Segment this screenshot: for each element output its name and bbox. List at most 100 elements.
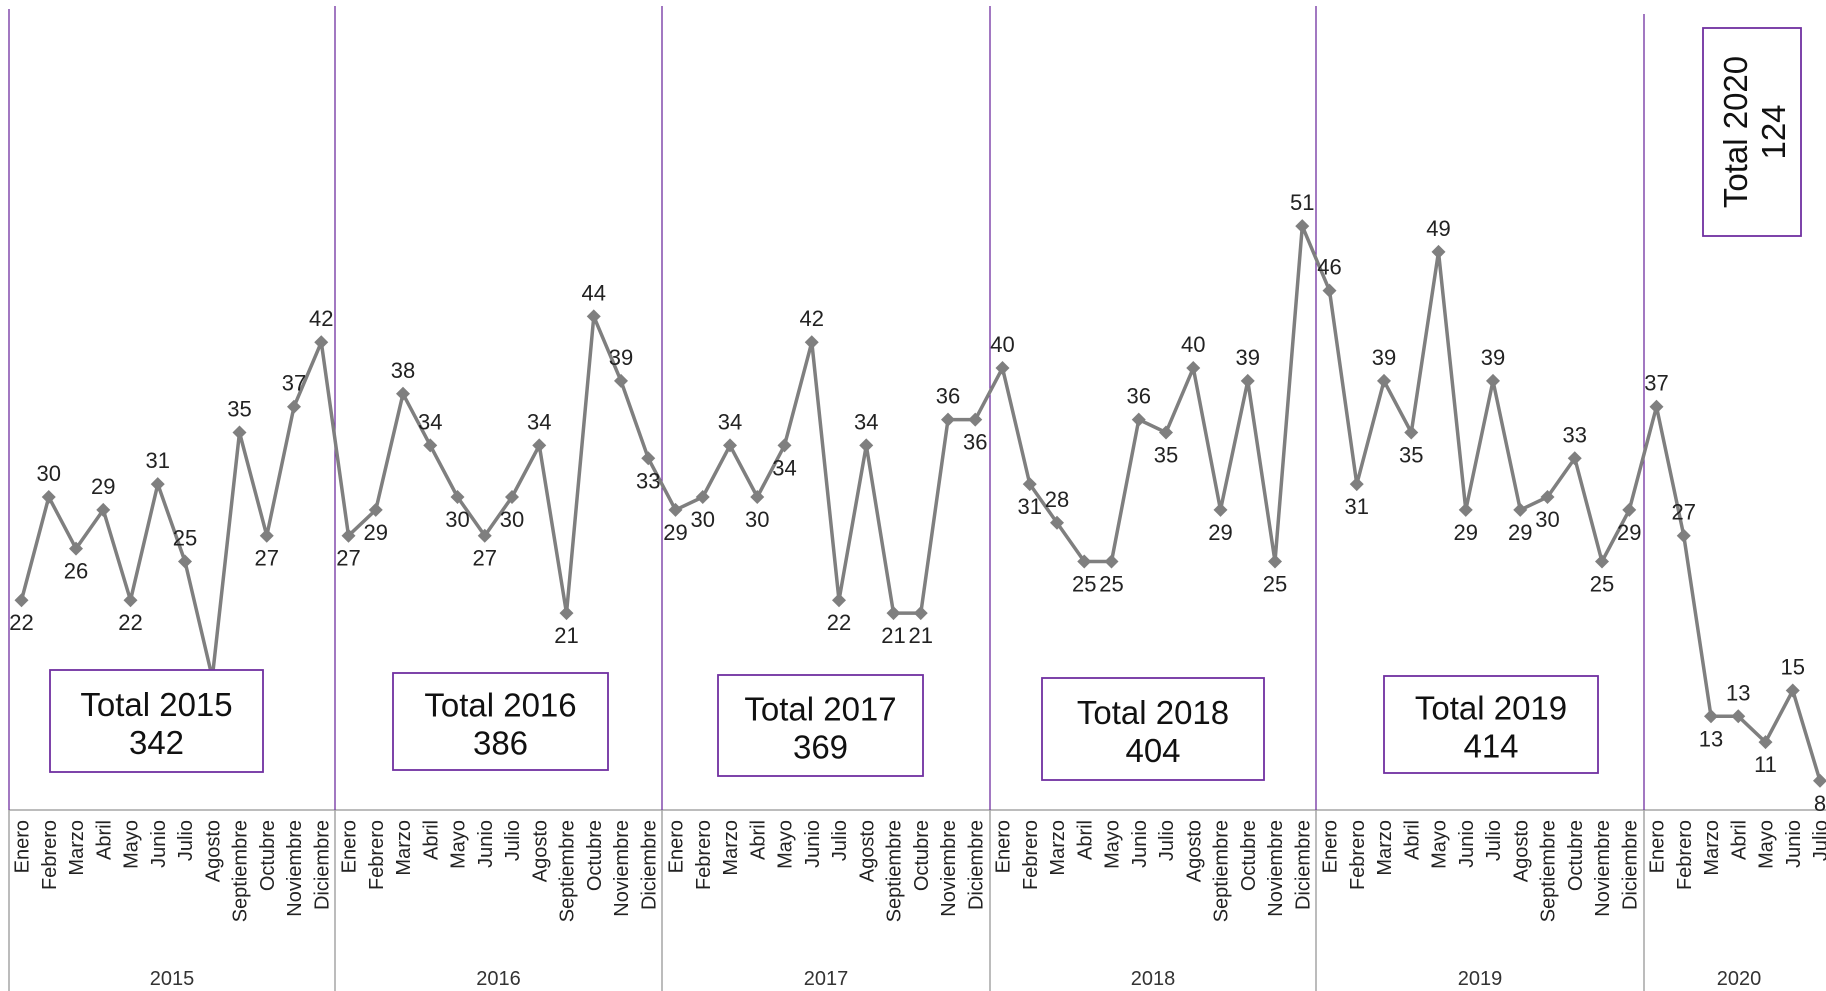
data-label: 37	[1644, 371, 1668, 396]
data-label: 25	[1263, 572, 1287, 597]
data-label: 25	[173, 526, 197, 551]
x-tick-label: Abril	[1728, 820, 1750, 860]
x-tick-label: Noviembre	[284, 820, 306, 917]
total-box: Total 2020 124	[1702, 27, 1802, 237]
data-label: 30	[37, 461, 61, 486]
data-label: 29	[1208, 520, 1232, 545]
x-tick-label: Febrero	[1020, 820, 1042, 890]
data-label: 34	[854, 409, 878, 434]
data-point	[69, 541, 83, 556]
total-box-border	[1041, 677, 1265, 781]
data-point	[1567, 451, 1582, 466]
data-label: 30	[691, 507, 715, 532]
data-label: 29	[1454, 520, 1478, 545]
total-box-title: Total 2017	[744, 691, 896, 728]
data-point	[1458, 502, 1473, 517]
data-point	[1022, 477, 1037, 492]
data-point	[1404, 425, 1419, 440]
x-tick-label: Septiembre	[230, 820, 252, 922]
data-label: 46	[1317, 255, 1341, 280]
x-tick-label: Junio	[475, 820, 497, 868]
x-tick-label: Octubre	[911, 820, 933, 891]
data-point	[1104, 554, 1119, 569]
data-point	[668, 502, 683, 517]
x-tick-label: Agosto	[1510, 820, 1532, 882]
total-box-border	[1383, 675, 1599, 774]
data-point	[614, 373, 628, 388]
data-label: 33	[636, 468, 660, 493]
data-point	[123, 593, 138, 608]
data-point	[1595, 554, 1609, 569]
x-tick-label: Marzo	[1047, 820, 1069, 876]
year-label: 2015	[150, 968, 195, 990]
x-tick-label: Abril	[1074, 820, 1096, 860]
data-point	[1540, 490, 1555, 504]
data-label: 34	[718, 409, 742, 434]
x-tick-label: Diciembre	[1619, 820, 1641, 910]
x-tick-label: Octubre	[584, 820, 606, 891]
data-label: 39	[1236, 345, 1260, 370]
data-point	[232, 425, 247, 440]
x-tick-label: Mayo	[1102, 820, 1124, 869]
data-label: 34	[418, 409, 442, 434]
data-label: 35	[227, 397, 251, 422]
x-tick-label: Octubre	[1238, 820, 1260, 891]
total-box-value: 414	[1463, 728, 1518, 765]
x-tick-label: Junio	[1783, 820, 1805, 868]
x-tick-label: Enero	[12, 820, 34, 873]
data-label: 30	[445, 507, 469, 532]
data-label: 29	[364, 520, 388, 545]
data-point	[41, 490, 56, 504]
data-label: 34	[772, 455, 796, 480]
total-box-value: 369	[793, 729, 848, 766]
data-point	[968, 412, 983, 427]
data-label: 8	[1814, 791, 1826, 816]
data-label: 22	[118, 610, 142, 635]
data-label: 34	[527, 409, 551, 434]
x-tick-label: Julio	[1156, 820, 1178, 861]
x-tick-label: Diciembre	[1292, 820, 1314, 910]
x-tick-label: Marzo	[1701, 820, 1723, 876]
data-label: 39	[1481, 345, 1505, 370]
total-box-border	[49, 669, 264, 773]
year-label: 2019	[1458, 968, 1503, 990]
data-point	[832, 593, 846, 608]
x-tick-label: Junio	[148, 820, 170, 868]
data-point	[1649, 399, 1664, 414]
x-tick-label: Mayo	[775, 820, 797, 869]
data-point	[1758, 735, 1773, 750]
data-point	[1186, 361, 1201, 375]
x-tick-label: Noviembre	[611, 820, 633, 917]
data-point	[423, 438, 438, 453]
data-point	[777, 438, 792, 453]
x-tick-label: Febrero	[366, 820, 388, 890]
x-tick-label: Julio	[175, 820, 197, 861]
data-label: 37	[282, 371, 306, 396]
data-point	[1377, 373, 1391, 388]
data-label: 42	[309, 306, 333, 331]
data-point	[1322, 283, 1337, 298]
x-tick-label: Junio	[1129, 820, 1151, 868]
data-label: 30	[745, 507, 769, 532]
data-point	[1622, 502, 1637, 517]
data-label: 31	[1018, 494, 1042, 519]
total-box-title: Total 2018	[1077, 694, 1229, 731]
data-point	[450, 490, 465, 504]
data-label: 31	[146, 448, 170, 473]
total-box-value: 386	[473, 725, 528, 762]
year-label: 2017	[804, 968, 849, 990]
x-tick-label: Diciembre	[638, 820, 660, 910]
data-point	[150, 477, 165, 492]
year-label: 2018	[1131, 968, 1176, 990]
data-point	[477, 528, 492, 543]
data-label: 29	[91, 474, 115, 499]
data-label: 22	[827, 610, 851, 635]
x-tick-label: Septiembre	[1538, 820, 1560, 922]
x-tick-label: Febrero	[39, 820, 61, 890]
x-tick-label: Abril	[1401, 820, 1423, 860]
total-box-border	[1702, 27, 1802, 237]
data-point	[1785, 683, 1800, 698]
data-label: 29	[1617, 520, 1641, 545]
